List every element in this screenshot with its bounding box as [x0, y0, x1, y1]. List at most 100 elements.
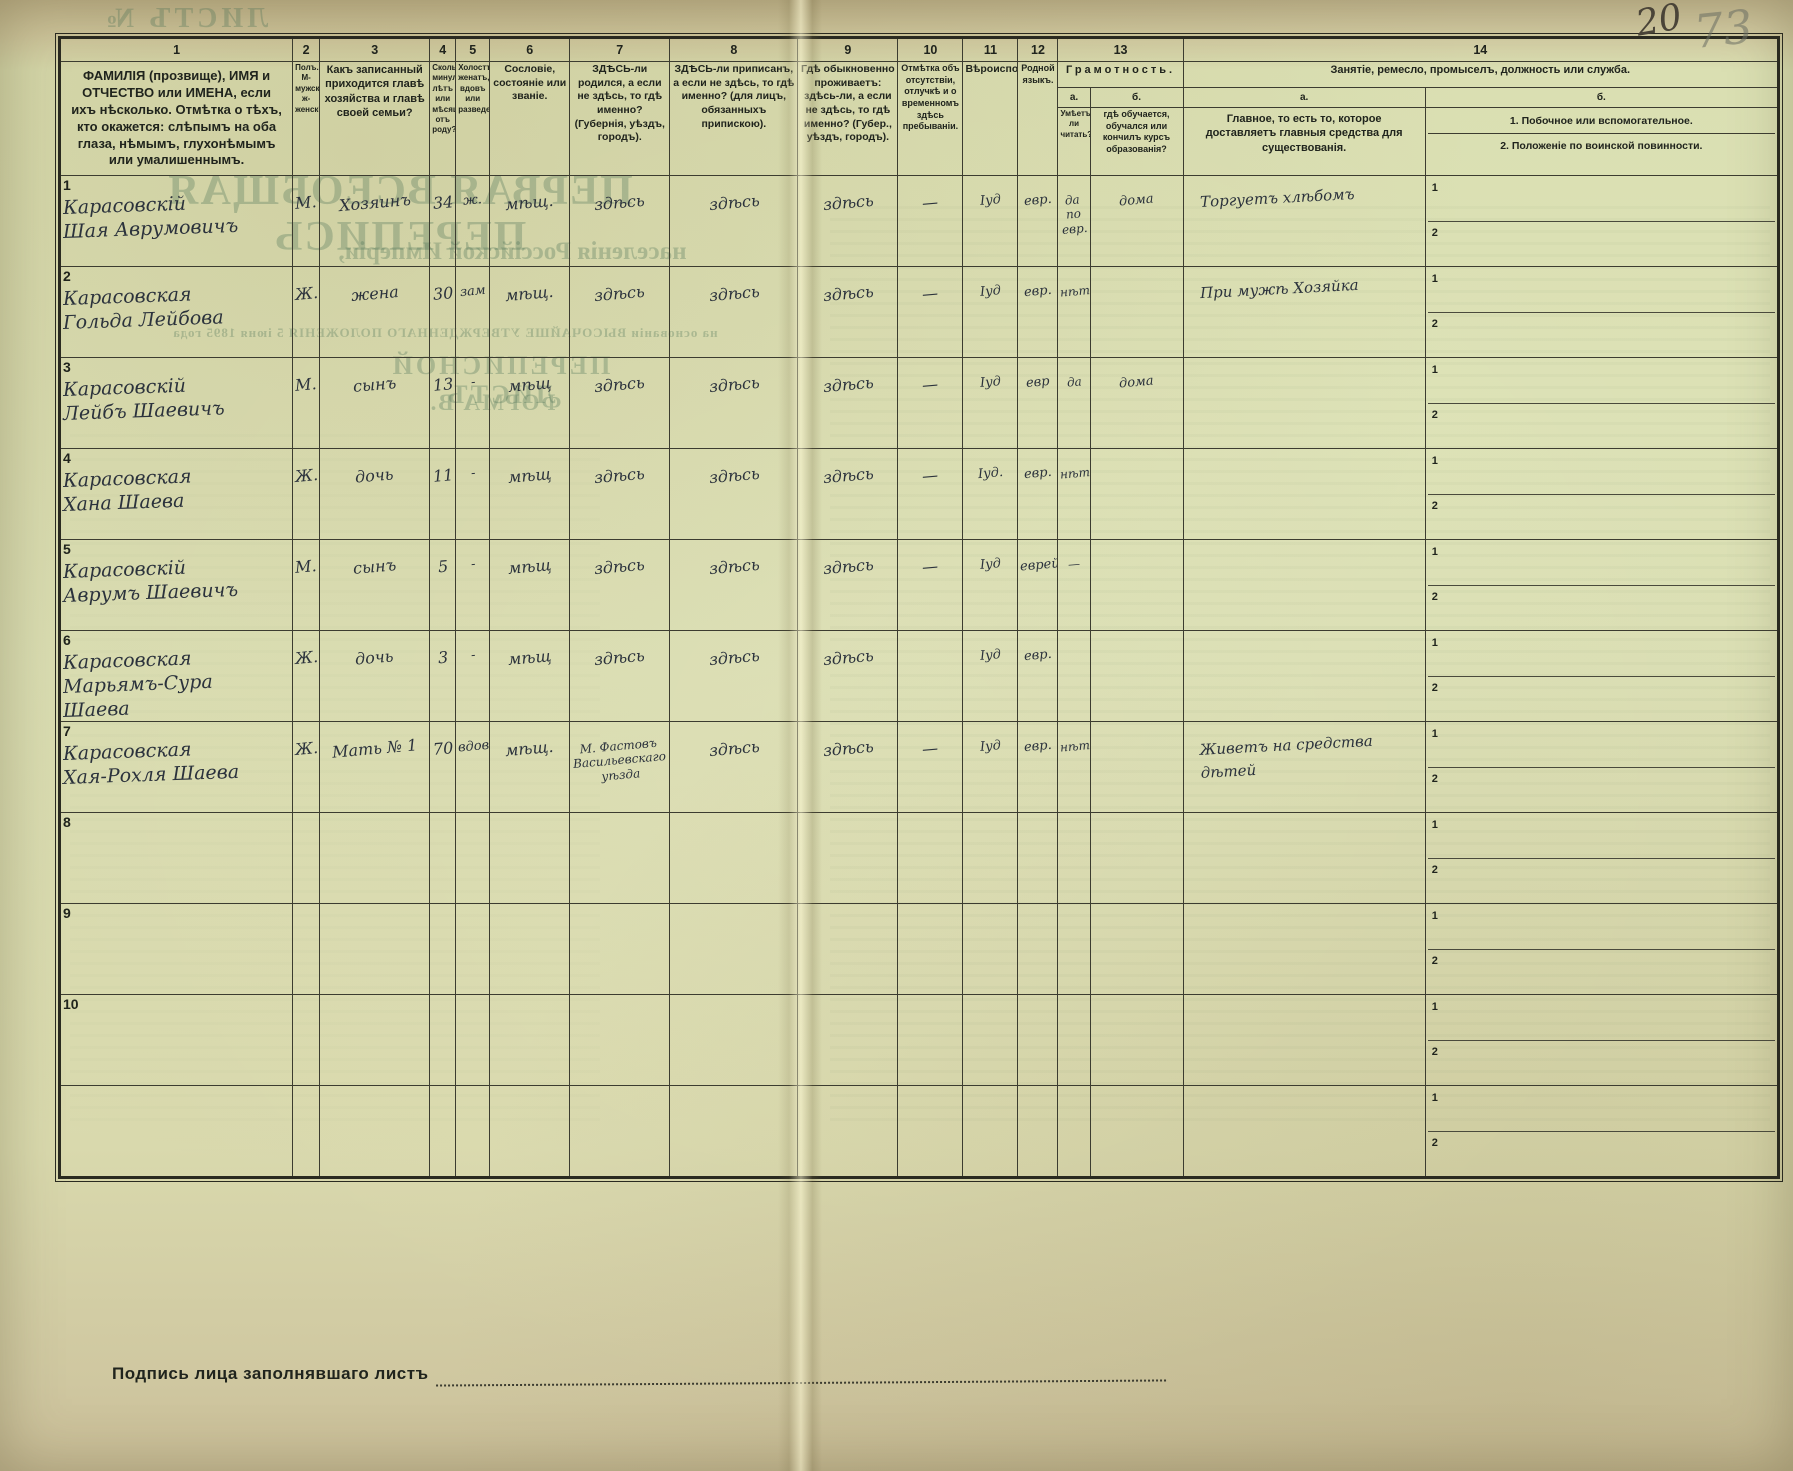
handwritten-religion: Іуд — [979, 192, 1002, 210]
col-num-10: 10 — [897, 37, 964, 62]
header-sex: Полъ. М-мужской. ж-женскій. — [292, 60, 321, 177]
header-language: Родной языкъ. — [1017, 60, 1059, 177]
cell-registered — [669, 1085, 799, 1179]
handwritten-age: 5 — [436, 556, 449, 577]
cell-language: евр. — [1017, 175, 1059, 268]
cell-estate — [489, 1085, 571, 1179]
cell-resides — [797, 903, 899, 996]
row-number: 8 — [63, 814, 71, 831]
cell-estate — [489, 994, 571, 1087]
col-num-2: 2 — [292, 37, 321, 62]
cell-occupation — [1182, 630, 1426, 723]
header-relation: Какъ записанный приходится главѣ хозяйст… — [319, 60, 431, 177]
handwritten-registered: здѣсь — [707, 373, 760, 397]
column-number-row: 1 2 3 4 5 6 7 8 9 10 11 12 13 14 — [58, 37, 1780, 62]
cell-estate: мѣщ — [489, 448, 571, 541]
handwritten-relation: сынъ — [352, 555, 398, 579]
handwritten-age: 3 — [436, 647, 449, 668]
cell-religion — [962, 1085, 1019, 1179]
handwritten-marital: - — [469, 648, 476, 664]
row-number: 3 — [63, 359, 71, 376]
handwritten-relation: Хозяинъ — [338, 190, 412, 216]
cell-marital: - — [455, 539, 491, 632]
cell-marital: вдов. — [455, 721, 491, 814]
cell-age — [429, 1085, 457, 1179]
cell-relation: Хозяинъ — [319, 175, 431, 268]
handwritten-registered: здѣсь — [707, 646, 760, 670]
handwritten-born: здѣсь — [593, 373, 646, 397]
handwritten-registered: здѣсь — [707, 464, 760, 488]
cell-resides — [797, 1085, 899, 1179]
cell-reads: да — [1057, 357, 1091, 450]
handwritten-absence: — — [921, 556, 940, 578]
cell-absence: — — [897, 266, 964, 359]
side-occupation-sub1: 1 — [1428, 1087, 1775, 1131]
handwritten-page-number-ink: 20 — [1632, 0, 1686, 45]
side-occupation-sub2: 2 — [1427, 403, 1775, 447]
handwritten-marital: зам — [459, 283, 487, 301]
header-residence: Гдѣ обыкновенно проживаетъ: здѣсь-ли, а … — [797, 60, 899, 177]
header-occupation-b-label: б. — [1424, 86, 1780, 108]
cell-relation: сынъ — [319, 357, 431, 450]
col-num-13: 13 — [1057, 37, 1184, 62]
cell-resides: здѣсь — [797, 266, 899, 359]
col-num-12: 12 — [1017, 37, 1059, 62]
printed-submark: 1 — [1431, 273, 1438, 286]
cell-estate: мѣщ — [489, 539, 571, 632]
side-occupation-sub2: 2 — [1427, 858, 1775, 902]
cell-sex: Ж. — [292, 630, 321, 723]
handwritten-educated: дома — [1118, 191, 1155, 210]
cell-born — [569, 812, 671, 905]
handwritten-sex: Ж. — [294, 647, 319, 669]
printed-submark: 1 — [1431, 455, 1438, 468]
cell-resides — [797, 812, 899, 905]
handwritten-sex: М. — [294, 192, 318, 214]
cell-registered: здѣсь — [669, 539, 799, 632]
side-occupation-sub2: 2 — [1427, 312, 1775, 356]
cell-absence — [897, 1085, 964, 1179]
census-table: 1 2 3 4 5 6 7 8 9 10 11 12 13 14 ФАМИЛІЯ… — [55, 32, 1783, 1183]
handwritten-language: евр. — [1023, 738, 1053, 756]
cell-occupation — [1182, 812, 1426, 905]
header-occupation: Занятіе, ремесло, промыселъ, должность и… — [1182, 61, 1780, 88]
cell-name: 8 — [58, 812, 294, 905]
printed-submark: 2 — [1431, 409, 1438, 422]
col-num-9: 9 — [797, 37, 899, 62]
printed-submark: 2 — [1431, 318, 1438, 331]
cell-educated: дома — [1089, 175, 1184, 268]
cell-registered — [669, 903, 799, 996]
cell-sex: М. — [292, 175, 321, 268]
cell-estate: мѣщ. — [489, 266, 571, 359]
cell-educated — [1089, 721, 1184, 814]
handwritten-age: 30 — [431, 283, 454, 305]
signature-blank-line[interactable] — [436, 1365, 1167, 1387]
col-num-1: 1 — [58, 37, 294, 62]
handwritten-age: 34 — [431, 192, 454, 214]
cell-relation: сынъ — [319, 539, 431, 632]
cell-religion: Іуд — [962, 175, 1019, 268]
cell-religion — [962, 812, 1019, 905]
printed-submark: 2 — [1431, 227, 1438, 240]
table-row: 7 Карасовская Хая-Рохля Шаева Ж. Мать № 1 70 в… — [58, 721, 1780, 814]
col-num-14: 14 — [1182, 37, 1780, 62]
col-num-3: 3 — [319, 37, 431, 62]
cell-educated — [1089, 994, 1184, 1087]
handwritten-marital: вдов. — [457, 737, 490, 756]
cell-absence — [897, 812, 964, 905]
cell-sex: Ж. — [292, 448, 321, 541]
cell-language — [1017, 812, 1059, 905]
cell-relation: жена — [319, 266, 431, 359]
cell-reads — [1057, 994, 1091, 1087]
side-occupation-sub1: 1 — [1428, 450, 1775, 494]
cell-relation: Мать № 1 — [319, 721, 431, 814]
cell-language — [1017, 994, 1059, 1087]
header-literacy-b-label: б. — [1089, 86, 1184, 108]
cell-religion: Іуд — [962, 539, 1019, 632]
cell-born: здѣсь — [569, 357, 671, 450]
cell-educated — [1089, 448, 1184, 541]
cell-educated — [1089, 903, 1184, 996]
